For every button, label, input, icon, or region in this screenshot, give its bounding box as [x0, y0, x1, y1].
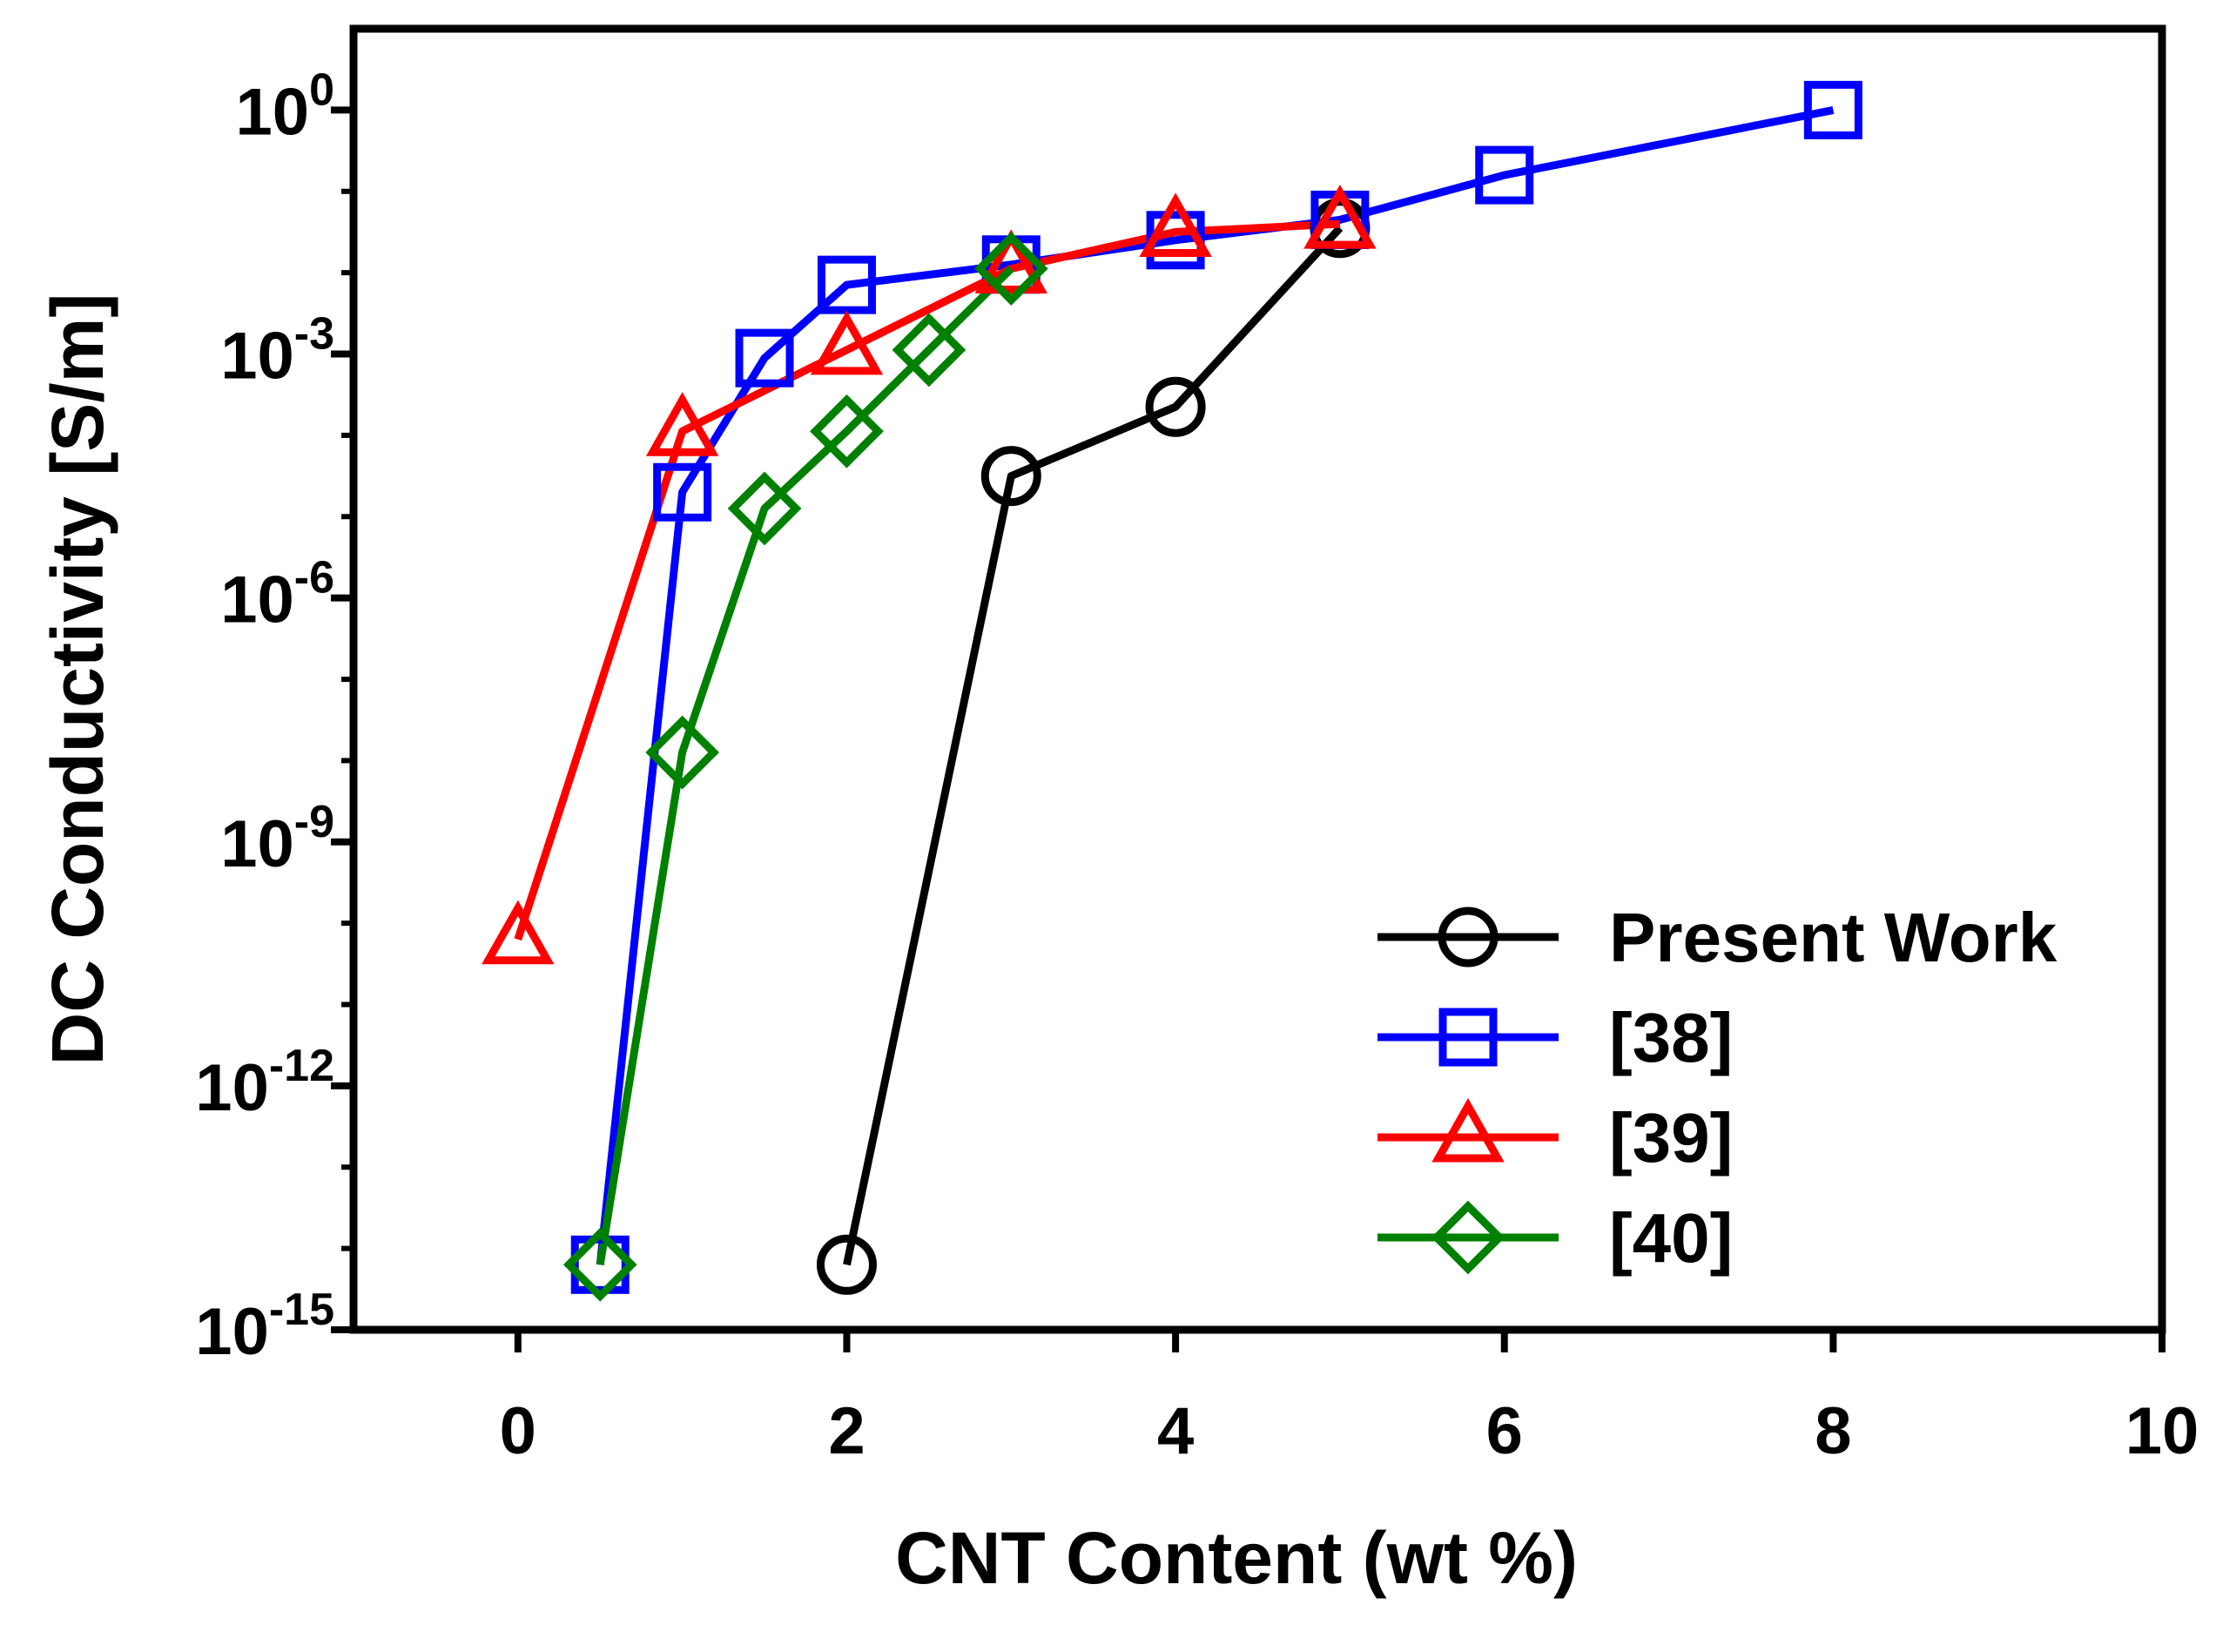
data-point-2-4 [1139, 192, 1212, 257]
x-tick-label-3: 6 [1486, 1394, 1523, 1468]
data-point-1-0 [570, 1235, 630, 1294]
legend-label-1: [38] [1609, 999, 1733, 1076]
x-tick-label-1: 2 [828, 1394, 865, 1468]
data-point-3-3 [810, 394, 884, 469]
legend-marker-3 [1431, 1200, 1505, 1275]
y-tick-label-1: 10-3 [220, 309, 334, 394]
y-tick-label-5: 10-15 [195, 1285, 334, 1369]
y-tick-label-3: 10-9 [220, 797, 334, 881]
y-tick-label-0: 100 [236, 64, 334, 149]
legend-label-0: Present Work [1609, 899, 2058, 976]
series-line-1 [596, 105, 1835, 1265]
x-axis-label: CNT Content (wt %) [895, 1517, 1578, 1599]
y-tick-label-4: 10-12 [195, 1041, 334, 1125]
data-point-2-3 [974, 229, 1047, 293]
series-markers [482, 80, 1862, 1302]
legend-label-3: [40] [1609, 1199, 1733, 1277]
x-tick-label-0: 0 [500, 1394, 536, 1468]
data-point-0-2 [1145, 376, 1206, 437]
legend-marker-1 [1438, 1008, 1498, 1067]
data-point-1-7 [1475, 145, 1534, 205]
data-point-3-0 [562, 1227, 637, 1302]
data-point-1-1 [653, 462, 712, 522]
data-point-1-8 [1803, 80, 1862, 139]
data-point-1-3 [817, 255, 876, 314]
data-point-2-2 [810, 310, 884, 375]
legend: Present Work [38] [39] [40] [1377, 899, 2058, 1277]
tick-labels: 0 2 4 6 8 10 100 10-3 10-6 10-9 10-12 10-15 [195, 64, 2199, 1468]
data-point-3-5 [973, 232, 1048, 306]
series-line-2 [514, 219, 1341, 941]
x-tick-label-2: 4 [1157, 1394, 1194, 1468]
data-point-3-2 [727, 471, 802, 546]
data-point-2-5 [1303, 184, 1377, 249]
legend-marker-0 [1438, 907, 1499, 968]
y-axis-label: DC Conductivity [S/m] [37, 293, 118, 1066]
axes [331, 24, 2166, 1352]
data-point-2-1 [645, 392, 719, 456]
legend-label-2: [39] [1609, 1099, 1733, 1177]
data-point-1-2 [735, 328, 794, 388]
legend-marker-2 [1431, 1097, 1505, 1163]
data-point-2-0 [482, 900, 555, 965]
y-tick-label-2: 10-6 [220, 553, 334, 637]
x-tick-label-4: 8 [1815, 1394, 1851, 1468]
series-lines [514, 105, 1835, 1266]
data-point-3-4 [892, 313, 967, 388]
x-tick-label-5: 10 [2125, 1394, 2199, 1468]
series-line-0 [843, 225, 1344, 1266]
data-point-0-0 [816, 1234, 877, 1295]
data-point-3-1 [645, 715, 720, 790]
data-point-0-1 [980, 446, 1041, 507]
